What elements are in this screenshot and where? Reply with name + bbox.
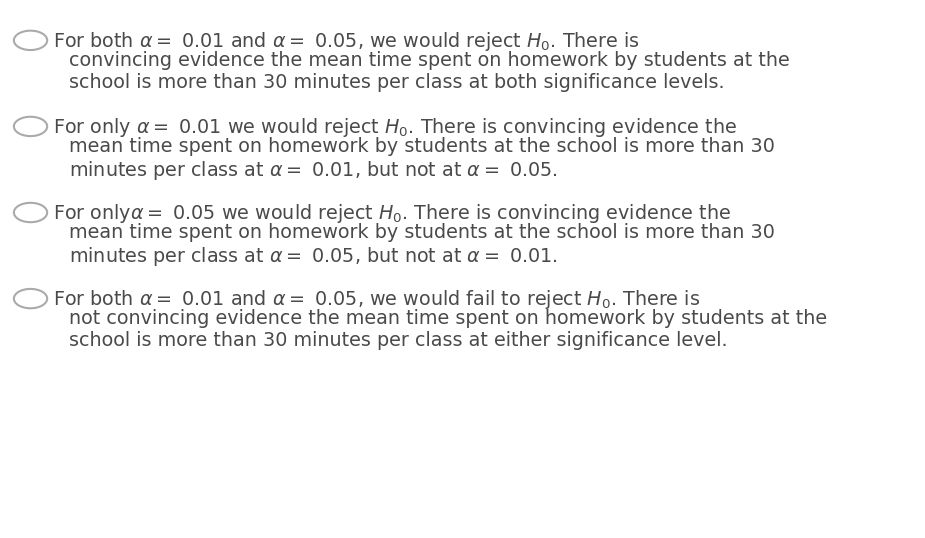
Text: mean time spent on homework by students at the school is more than 30: mean time spent on homework by students … — [69, 223, 775, 242]
Text: For only $\alpha = \ 0.01$ we would reject $\mathit{H}_0$. There is convincing e: For only $\alpha = \ 0.01$ we would reje… — [53, 116, 737, 139]
Text: school is more than 30 minutes per class at both significance levels.: school is more than 30 minutes per class… — [69, 73, 725, 91]
Text: minutes per class at $\alpha = \ 0.05$, but not at $\alpha = \ 0.01$.: minutes per class at $\alpha = \ 0.05$, … — [69, 245, 558, 268]
Text: convincing evidence the mean time spent on homework by students at the: convincing evidence the mean time spent … — [69, 51, 790, 70]
Text: For only$\alpha = \ 0.05$ we would reject $\mathit{H}_0$. There is convincing ev: For only$\alpha = \ 0.05$ we would rejec… — [53, 202, 731, 225]
Text: minutes per class at $\alpha = \ 0.01$, but not at $\alpha = \ 0.05$.: minutes per class at $\alpha = \ 0.01$, … — [69, 159, 558, 182]
Text: For both $\alpha = \ 0.01$ and $\alpha = \ 0.05$, we would reject $\mathit{H}_0$: For both $\alpha = \ 0.01$ and $\alpha =… — [53, 30, 639, 53]
Text: school is more than 30 minutes per class at either significance level.: school is more than 30 minutes per class… — [69, 331, 728, 350]
Text: For both $\alpha = \ 0.01$ and $\alpha = \ 0.05$, we would fail to reject $\math: For both $\alpha = \ 0.01$ and $\alpha =… — [53, 288, 700, 311]
Text: not convincing evidence the mean time spent on homework by students at the: not convincing evidence the mean time sp… — [69, 309, 828, 328]
Text: mean time spent on homework by students at the school is more than 30: mean time spent on homework by students … — [69, 137, 775, 156]
